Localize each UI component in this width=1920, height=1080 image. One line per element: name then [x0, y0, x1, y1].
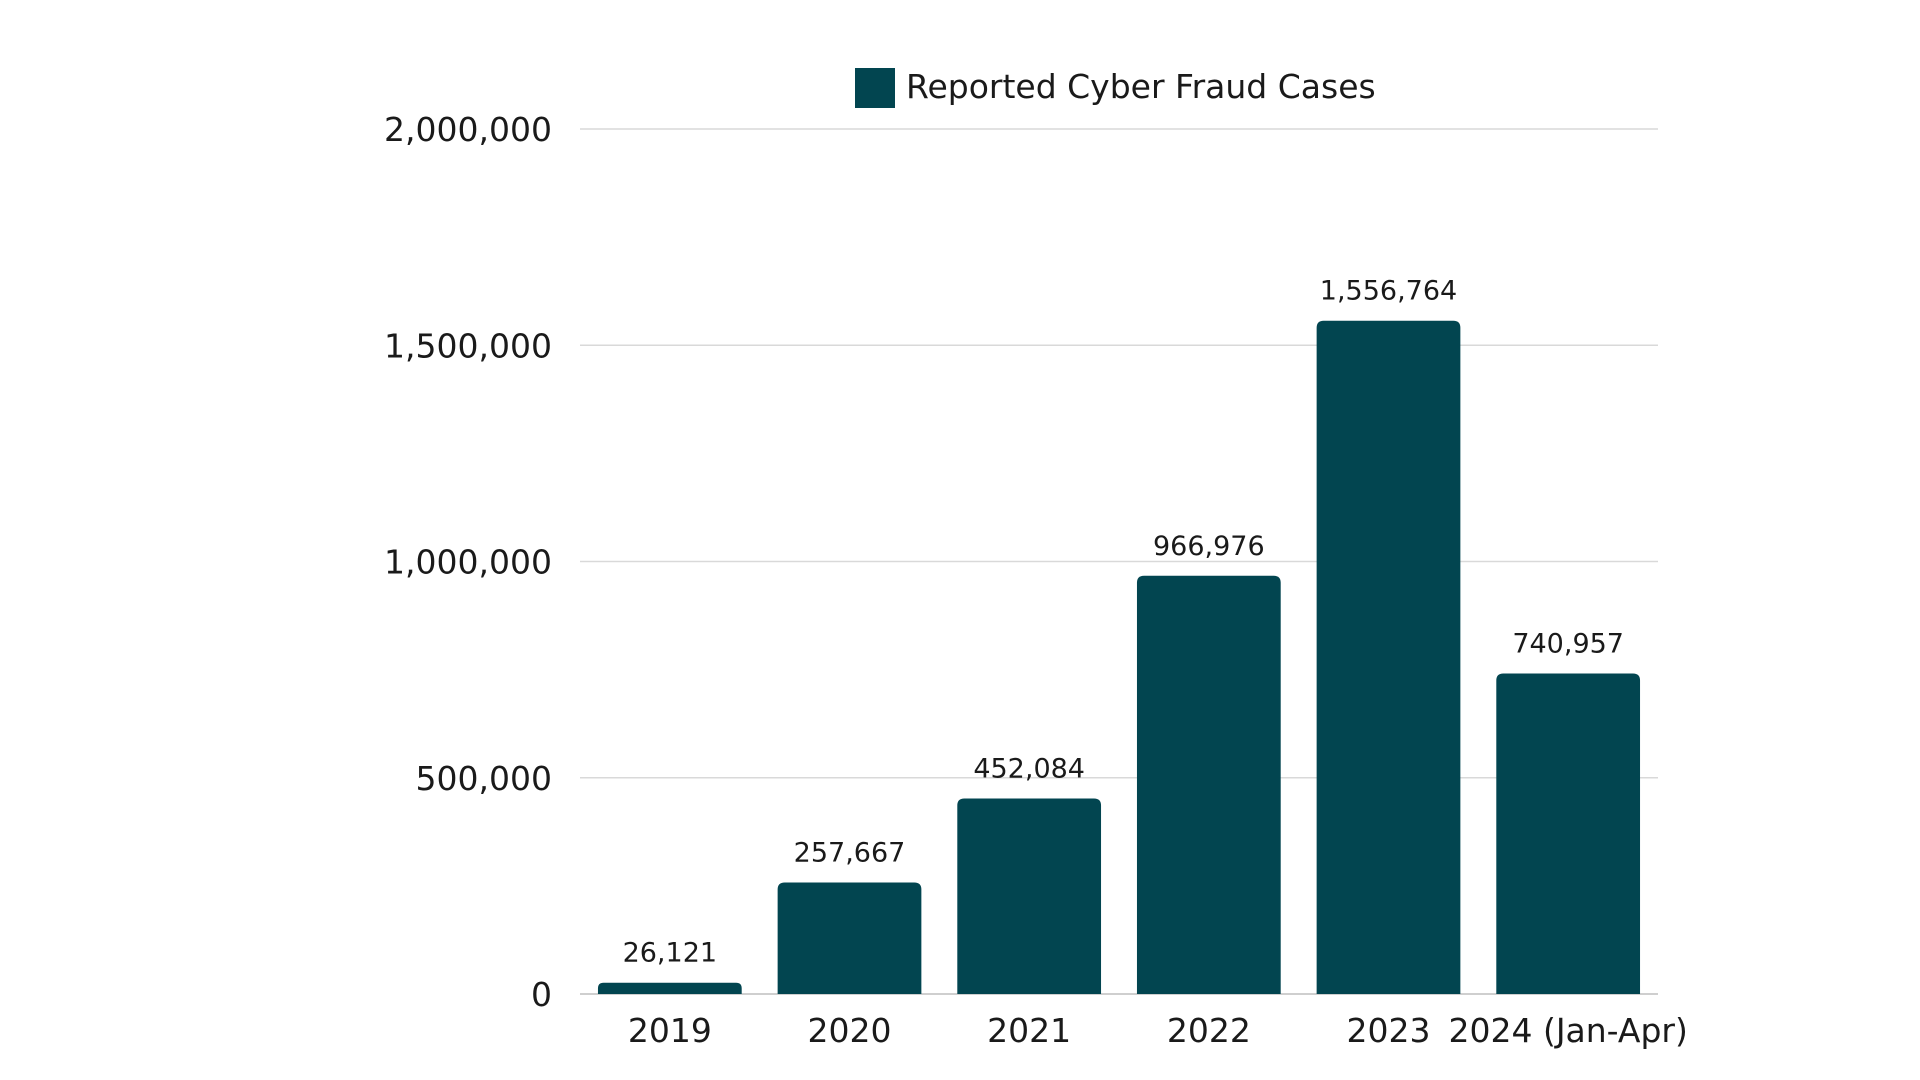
x-tick-label-3: 2022	[1167, 1011, 1251, 1050]
bar-5	[1496, 673, 1641, 994]
legend-label: Reported Cyber Fraud Cases	[906, 67, 1376, 106]
data-label-3: 966,976	[1153, 531, 1265, 562]
x-tick-label-0: 2019	[628, 1011, 712, 1050]
bar-0	[597, 982, 742, 994]
y-tick-label-1: 500,000	[416, 759, 552, 798]
y-tick-label-2: 1,000,000	[384, 543, 552, 582]
data-label-1: 257,667	[794, 838, 906, 869]
bar-2	[957, 798, 1102, 994]
y-axis-tick-labels: 0 500,000 1,000,000 1,500,000 2,000,000	[384, 110, 552, 1014]
bar-3	[1136, 575, 1281, 994]
y-tick-label-0: 0	[531, 975, 552, 1014]
data-labels: 26,121 257,667 452,084 966,976 1,556,764 740,…	[623, 276, 1624, 969]
bars	[597, 320, 1641, 994]
gridlines	[580, 128, 1658, 995]
y-tick-label-4: 2,000,000	[384, 110, 552, 149]
x-tick-label-4: 2023	[1347, 1011, 1431, 1050]
legend: Reported Cyber Fraud Cases	[855, 67, 1376, 108]
data-label-4: 1,556,764	[1320, 276, 1457, 307]
x-axis-tick-labels: 2019 2020 2021 2022 2023 2024 (Jan-Apr)	[628, 1011, 1688, 1050]
x-tick-label-5: 2024 (Jan-Apr)	[1448, 1011, 1687, 1050]
y-tick-label-3: 1,500,000	[384, 326, 552, 365]
data-label-2: 452,084	[973, 753, 1085, 784]
data-label-0: 26,121	[623, 938, 717, 969]
x-tick-label-2: 2021	[987, 1011, 1071, 1050]
bar-4	[1316, 320, 1461, 994]
bar-1	[777, 882, 922, 994]
data-label-5: 740,957	[1512, 629, 1624, 660]
legend-swatch	[855, 68, 895, 108]
x-tick-label-1: 2020	[808, 1011, 892, 1050]
